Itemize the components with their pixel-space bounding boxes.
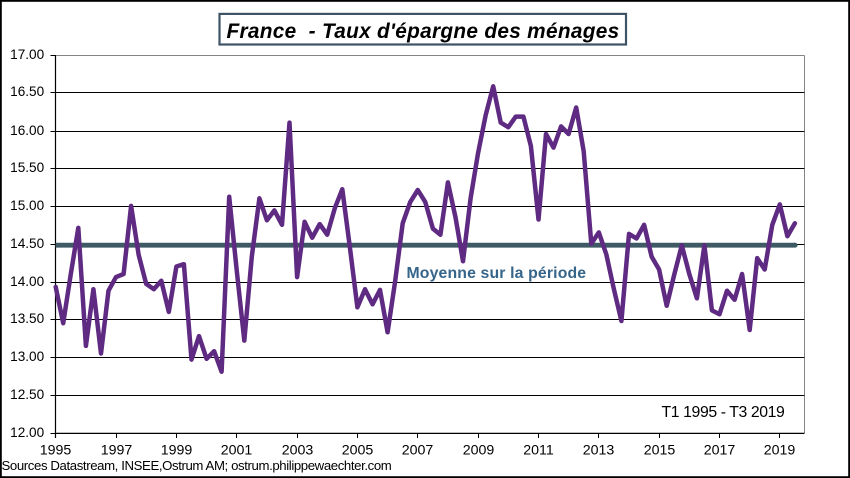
svg-text:2011: 2011 xyxy=(523,443,554,459)
svg-text:T1 1995 - T3 2019: T1 1995 - T3 2019 xyxy=(662,404,785,421)
svg-text:1995: 1995 xyxy=(40,443,72,459)
svg-text:2013: 2013 xyxy=(583,443,615,459)
svg-text:12.50: 12.50 xyxy=(10,387,44,402)
svg-text:2015: 2015 xyxy=(644,443,676,459)
svg-text:16.50: 16.50 xyxy=(10,84,44,99)
svg-text:14.00: 14.00 xyxy=(10,274,44,289)
svg-text:2003: 2003 xyxy=(282,443,314,459)
svg-text:Sources Datastream, INSEE,Ostr: Sources Datastream, INSEE,Ostrum AM; ost… xyxy=(2,458,392,473)
svg-text:12.00: 12.00 xyxy=(10,425,44,440)
svg-text:France - Taux d'épargne des m: France - Taux d'épargne des ménages xyxy=(227,20,620,43)
svg-text:2009: 2009 xyxy=(463,443,495,459)
svg-text:1999: 1999 xyxy=(161,443,193,459)
svg-text:13.00: 13.00 xyxy=(10,349,44,364)
svg-text:2005: 2005 xyxy=(342,443,374,459)
svg-text:1997: 1997 xyxy=(101,443,133,459)
svg-text:13.50: 13.50 xyxy=(10,311,44,326)
svg-text:16.00: 16.00 xyxy=(10,123,44,138)
svg-text:Moyenne sur la période: Moyenne sur la période xyxy=(407,265,587,282)
svg-text:15.50: 15.50 xyxy=(10,160,44,175)
svg-text:2019: 2019 xyxy=(764,443,796,459)
svg-text:17.00: 17.00 xyxy=(10,47,44,62)
svg-text:14.50: 14.50 xyxy=(10,236,44,251)
svg-text:2017: 2017 xyxy=(704,443,736,459)
svg-text:2001: 2001 xyxy=(221,443,253,459)
svg-text:2007: 2007 xyxy=(402,443,434,459)
svg-text:15.00: 15.00 xyxy=(10,198,44,213)
